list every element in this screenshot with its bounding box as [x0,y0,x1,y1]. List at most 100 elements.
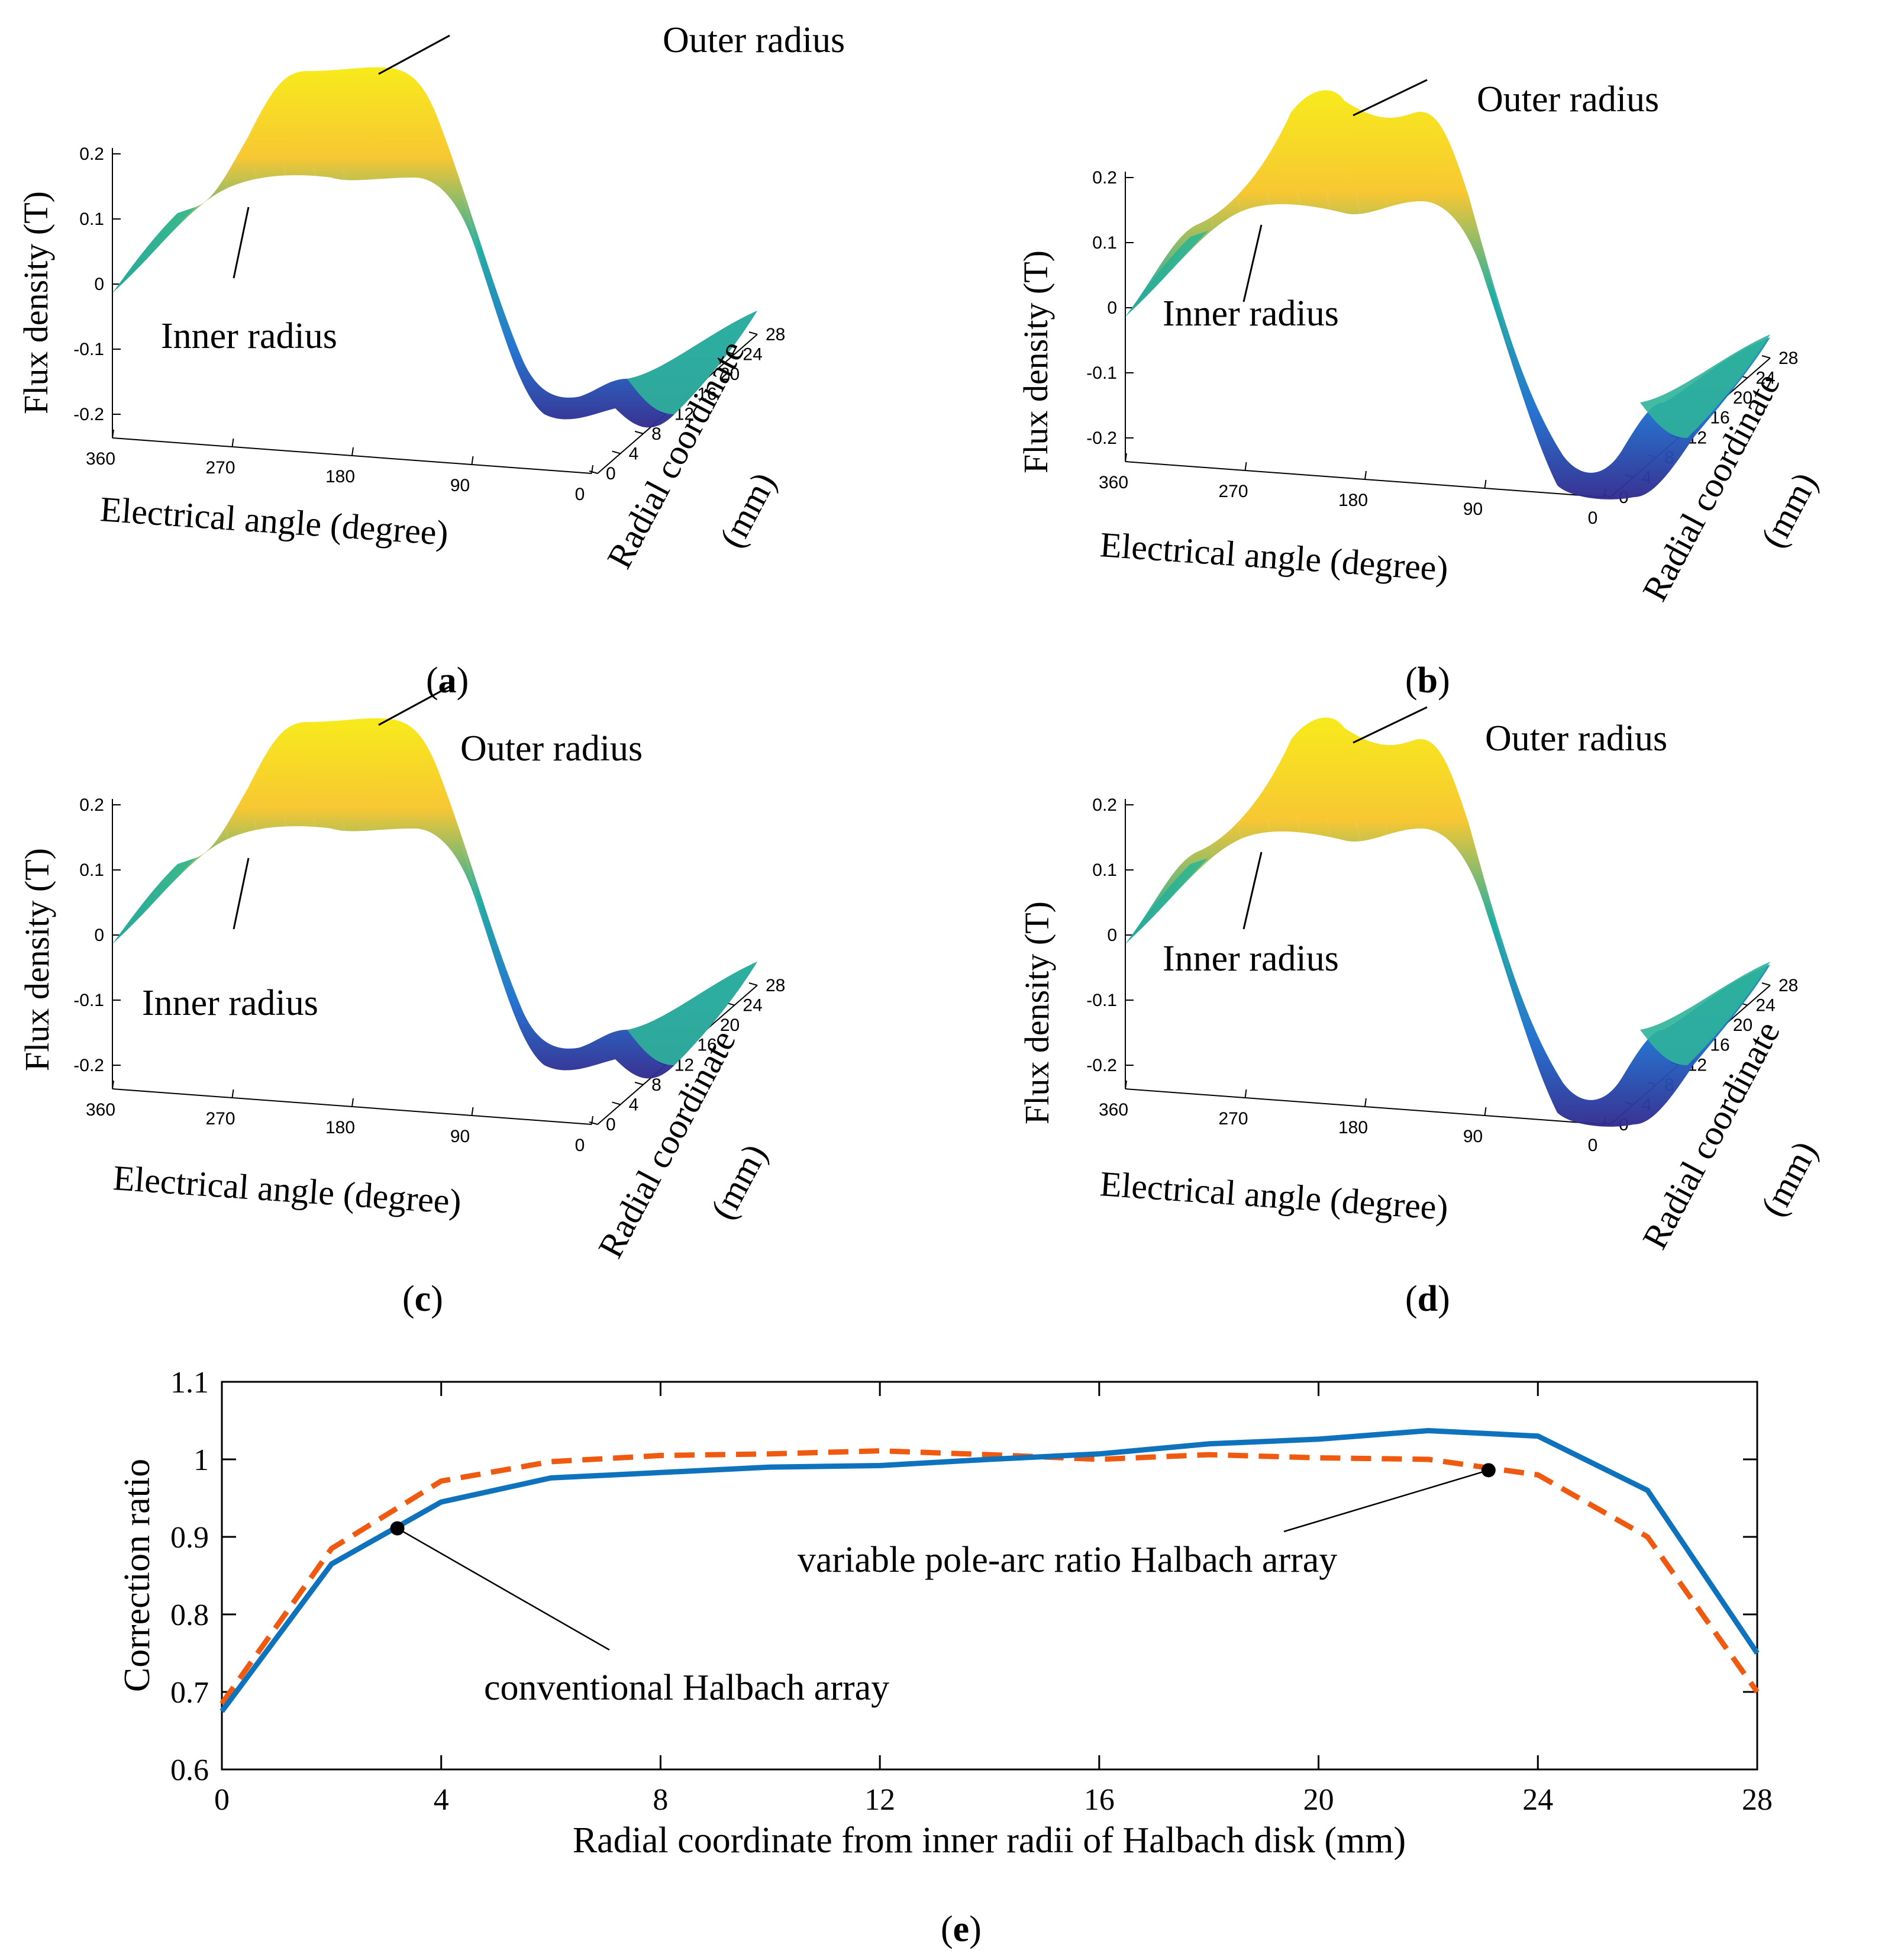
z-tick-label: -0.2 [1086,428,1117,448]
x-tick [1364,470,1367,480]
x-tick [1244,462,1247,471]
inner-radius-label: Inner radius [1163,939,1339,979]
inner-radius-leader [1242,852,1263,930]
z-tick-label: -0.1 [73,991,104,1010]
annotation-conventional: conventional Halbach array [484,1668,889,1708]
x-tick-label: 16 [1084,1783,1115,1817]
panel-letter: b [1418,660,1438,701]
y-tick [634,1081,644,1085]
x-axis-label: Electrical angle (degree) [99,489,450,553]
outer-radius-label: Outer radius [1477,79,1659,120]
x-tick [351,447,354,456]
z-tick-label: 0.1 [1092,860,1117,880]
y-tick [748,331,758,335]
y-tick-label: 1 [193,1443,209,1477]
mesh-line [253,167,291,358]
x-axis-label: Electrical angle (degree) [1099,1164,1450,1227]
series-group [220,1428,1760,1713]
surface-tail [627,311,757,414]
mesh-line [1266,818,1304,1009]
y-tick [748,982,758,986]
x-tick [231,1089,234,1098]
mesh-line [460,189,498,325]
mesh-line [1473,212,1511,349]
x-tick-label: 180 [1338,1118,1368,1137]
mesh-line [1296,189,1334,377]
panel-label: (a) [426,660,469,701]
z-tick-label: 0.2 [1092,168,1117,188]
x-tick [1244,1089,1247,1098]
panel-label: (e) [941,1909,982,1949]
inner-radius-label: Inner radius [161,316,337,356]
y-tick-label: 16 [697,385,716,404]
mesh-line [1237,823,1274,1014]
z-tick-label: 0.1 [79,209,104,229]
z-tick-label: 0 [1107,298,1117,318]
mesh-line [579,175,617,306]
mesh-line [1532,209,1570,339]
mesh-line [401,181,439,334]
mesh-line [1473,840,1511,976]
mesh-line [401,832,439,985]
x-tick-label: 360 [1099,473,1128,492]
x-axis-label: Electrical angle (degree) [112,1158,463,1221]
mesh-line [1562,204,1600,334]
flux-surface [112,67,757,428]
y-tick-label: 24 [1755,369,1775,388]
z-tick-label: -0.2 [1086,1056,1117,1075]
z-tick-label: -0.1 [73,340,104,359]
inner-radius-leader [233,858,250,930]
x-tick [112,1080,114,1089]
z-tick-label: 0.1 [1092,233,1117,253]
mesh-line [1325,190,1363,372]
mesh-line [1444,837,1481,981]
inner-radius-leader [233,207,250,279]
mesh-line [1266,191,1304,382]
z-tick-label: -0.1 [1086,991,1117,1010]
y-tick-label: 4 [629,444,639,463]
panel-letter: c [415,1279,431,1319]
y-axis-unit: (mm) [1753,1134,1825,1223]
x-tick-label: 24 [1522,1783,1553,1817]
x-tick-label: 0 [575,485,585,504]
series-conventional-line [220,1428,1760,1713]
y-tick-label: 8 [651,424,661,444]
x-tick-label: 12 [864,1783,895,1817]
x-tick-label: 4 [434,1783,449,1817]
outer-radius-label: Outer radius [1485,718,1667,759]
x-tick-label: 0 [214,1783,230,1817]
z-tick-label: -0.2 [73,405,104,424]
z-tick-label: 0.2 [79,795,104,815]
z-axis-label: Flux density (T) [17,191,55,414]
outer-radius-leader [378,34,450,75]
panel-label: (d) [1405,1279,1450,1319]
mesh-line [342,821,380,995]
mesh-line [312,166,350,349]
mesh-line [342,170,380,344]
series-variable-line [220,1448,1760,1706]
surface-tail [1640,334,1770,438]
y-tick [634,430,644,434]
flux-surface [1125,90,1770,499]
mesh-line [1384,199,1422,363]
y-tick-label: 28 [766,976,785,995]
z-axis-label: Flux density (T) [1018,901,1056,1124]
mesh-line [1562,831,1600,962]
y-tick [589,1121,598,1125]
x-tick [1484,1107,1487,1116]
z-tick-label: 0 [94,275,104,294]
x-tick-label: 90 [450,1127,470,1146]
mesh-line [1325,817,1363,1000]
z-tick-label: 0 [1107,926,1117,945]
y-tick-label: 0 [606,464,616,483]
mesh-line [490,188,528,320]
surface-edge [1125,858,1208,944]
y-tick-label: 0.7 [170,1676,209,1710]
mesh-line [1237,195,1274,386]
y-tick-label: 16 [697,1036,716,1055]
